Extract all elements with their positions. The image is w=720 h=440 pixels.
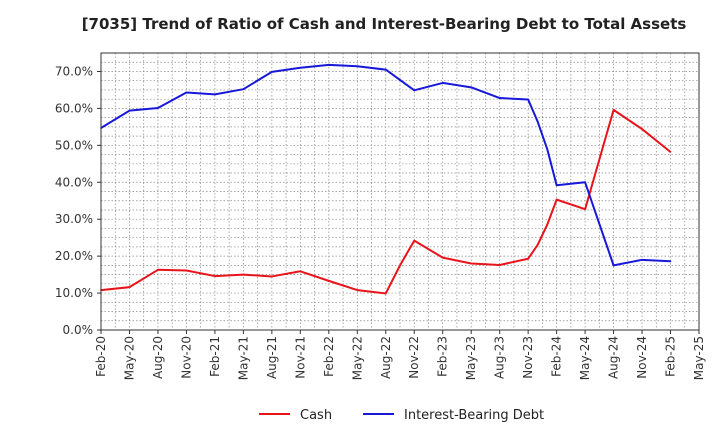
data-point-debt [441,82,444,84]
y-tick-label: 20.0% [55,249,93,263]
x-tick-label: Feb-20 [94,336,108,377]
series-layer [100,63,672,295]
data-point-debt [641,259,643,261]
data-point-cash [470,262,472,265]
data-point-debt [413,89,416,92]
data-point-cash [413,239,416,242]
data-point-debt [185,91,188,94]
x-tick-label: Nov-20 [179,336,193,379]
x-axis-ticks: Feb-20 May-20 Aug-20 Nov-20 Feb-21 May-21 Aug-… [94,330,706,380]
data-point-debt [498,97,501,99]
data-point-debt [612,264,615,267]
grid-layer [101,53,699,330]
x-tick-label: Nov-24 [635,336,649,379]
data-point-cash [328,280,330,282]
y-axis-ticks: 0.0% 10.0% 20.0% 30.0% 40.0% 50.0% 60.0% 70.0% [55,64,101,337]
data-point-cash [612,109,615,111]
y-tick-label: 70.0% [55,64,93,78]
x-tick-label: Feb-24 [550,336,564,377]
legend-label-debt: Interest-Bearing Debt [404,408,544,423]
x-tick-label: Nov-23 [521,336,535,379]
x-tick-label: Aug-21 [265,336,279,379]
data-point-cash [185,269,188,272]
series-line-cash [100,108,672,295]
data-point-cash [214,275,216,277]
x-tick-label: May-23 [464,336,478,380]
data-point-cash [669,151,672,153]
data-point-debt [356,65,359,68]
x-tick-label: Feb-23 [436,336,450,377]
x-tick-label: Nov-22 [407,336,421,379]
data-point-cash [555,198,558,201]
data-point-cash [498,264,501,266]
data-point-debt [128,109,131,112]
data-point-cash [546,223,549,226]
data-point-debt [384,68,387,71]
data-point-debt [214,93,216,96]
data-point-cash [384,292,387,295]
legend: Cash Interest-Bearing Debt [259,408,544,423]
data-point-cash [242,273,245,276]
data-point-cash [527,257,529,260]
y-tick-label: 60.0% [55,101,93,115]
data-point-cash [441,256,444,259]
data-point-cash [399,264,401,267]
data-point-cash [128,286,131,288]
data-point-debt [299,66,302,69]
x-tick-label: Aug-23 [493,336,507,379]
x-tick-label: May-22 [350,336,364,380]
x-tick-label: Aug-20 [151,336,165,379]
plot-area-frame [100,52,700,331]
data-point-debt [328,64,330,66]
x-tick-label: Aug-24 [607,336,621,379]
data-point-cash [536,244,539,246]
x-tick-label: May-25 [692,336,706,380]
data-point-debt [157,107,159,109]
data-point-debt [555,184,558,187]
x-tick-label: Feb-25 [664,336,678,377]
x-tick-label: Nov-21 [293,336,307,379]
data-point-cash [271,275,273,278]
data-point-debt [242,88,245,90]
x-tick-label: Feb-21 [208,336,222,377]
y-tick-label: 50.0% [55,138,93,152]
data-point-debt [536,120,539,123]
x-tick-label: May-21 [236,336,250,380]
y-tick-label: 30.0% [55,212,93,226]
y-tick-label: 10.0% [55,286,93,300]
data-point-debt [470,86,472,89]
data-point-cash [157,268,159,271]
x-tick-label: May-20 [122,336,136,380]
x-tick-label: May-24 [578,336,592,380]
legend-label-cash: Cash [300,408,332,423]
data-point-cash [356,289,359,291]
data-point-cash [299,270,302,273]
y-tick-label: 40.0% [55,175,93,189]
x-tick-label: Aug-22 [379,336,393,379]
data-point-debt [271,71,273,73]
data-point-debt [527,98,529,101]
data-point-debt [546,148,549,150]
data-point-debt [669,260,672,263]
y-tick-label: 0.0% [63,323,94,337]
chart-title: [7035] Trend of Ratio of Cash and Intere… [82,15,687,33]
x-tick-label: Feb-22 [322,336,336,377]
data-point-cash [584,208,586,211]
data-point-cash [641,128,643,130]
data-point-debt [584,181,586,184]
